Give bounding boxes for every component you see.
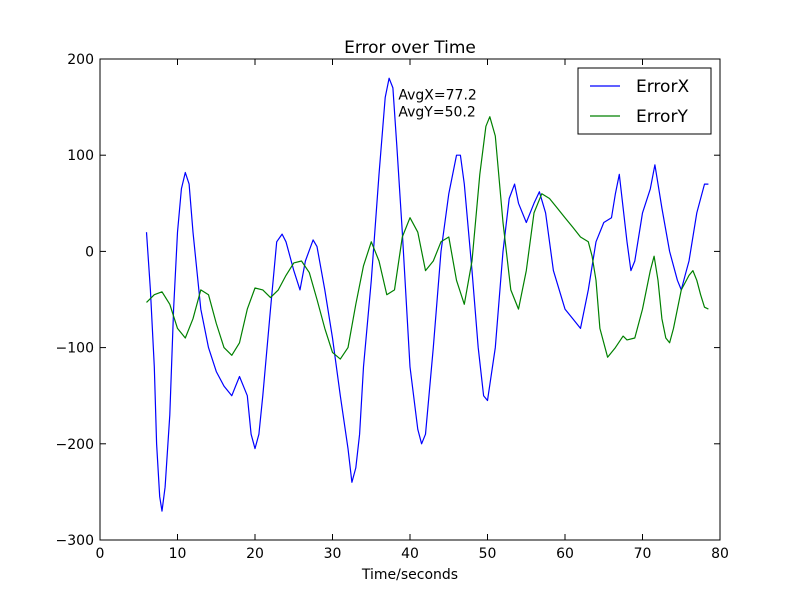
x-tick-label: 10 — [169, 546, 187, 562]
y-tick-label: −200 — [56, 437, 94, 453]
series-layer — [145, 77, 709, 512]
y-tick-label: −100 — [56, 341, 94, 357]
x-tick-label: 0 — [96, 546, 105, 562]
x-tick-label: 50 — [479, 546, 497, 562]
legend-label-errorx: ErrorX — [636, 77, 689, 97]
x-tick-label: 60 — [556, 546, 574, 562]
y-tick-label: 200 — [67, 52, 94, 68]
x-axis-label: Time/seconds — [361, 567, 458, 583]
legend: ErrorX ErrorY — [577, 67, 712, 135]
annotation-avgy: AvgY=50.2 — [398, 104, 475, 120]
plot-area — [99, 58, 721, 541]
axis-ticks — [99, 58, 721, 541]
x-tick-label: 40 — [401, 546, 419, 562]
axis-tick-labels: 0 10 20 30 40 50 60 70 80 −300 −200 −100 0 100 200 — [56, 52, 729, 562]
y-tick-label: 100 — [67, 148, 94, 164]
x-tick-label: 70 — [634, 546, 652, 562]
y-tick-label: 0 — [85, 244, 94, 260]
x-tick-label: 20 — [246, 546, 264, 562]
x-tick-label: 30 — [324, 546, 342, 562]
x-tick-label: 80 — [711, 546, 729, 562]
y-tick-label: −300 — [56, 533, 94, 549]
chart-title: Error over Time — [344, 38, 476, 58]
series-line-errorx — [145, 77, 709, 512]
annotation-avgx: AvgX=77.2 — [398, 87, 476, 103]
legend-box — [577, 67, 712, 135]
legend-label-errory: ErrorY — [636, 107, 688, 127]
series-line-errory — [146, 116, 709, 360]
